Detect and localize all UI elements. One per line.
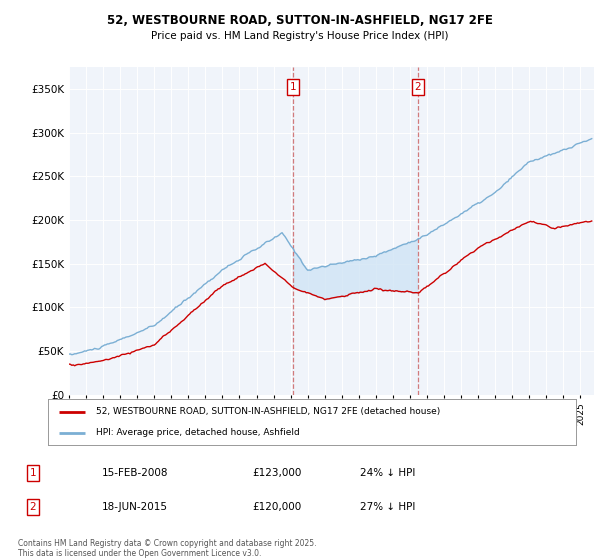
Text: £120,000: £120,000 (252, 502, 301, 512)
Text: 1: 1 (289, 82, 296, 92)
Text: Price paid vs. HM Land Registry's House Price Index (HPI): Price paid vs. HM Land Registry's House … (151, 31, 449, 41)
Text: Contains HM Land Registry data © Crown copyright and database right 2025.
This d: Contains HM Land Registry data © Crown c… (18, 539, 317, 558)
Text: 2: 2 (415, 82, 421, 92)
Text: 2: 2 (29, 502, 37, 512)
Text: 52, WESTBOURNE ROAD, SUTTON-IN-ASHFIELD, NG17 2FE: 52, WESTBOURNE ROAD, SUTTON-IN-ASHFIELD,… (107, 14, 493, 27)
Text: HPI: Average price, detached house, Ashfield: HPI: Average price, detached house, Ashf… (95, 428, 299, 437)
Text: 18-JUN-2015: 18-JUN-2015 (102, 502, 168, 512)
Text: 15-FEB-2008: 15-FEB-2008 (102, 468, 169, 478)
Text: £123,000: £123,000 (252, 468, 301, 478)
Text: 1: 1 (29, 468, 37, 478)
Text: 27% ↓ HPI: 27% ↓ HPI (360, 502, 415, 512)
Text: 52, WESTBOURNE ROAD, SUTTON-IN-ASHFIELD, NG17 2FE (detached house): 52, WESTBOURNE ROAD, SUTTON-IN-ASHFIELD,… (95, 407, 440, 416)
Text: 24% ↓ HPI: 24% ↓ HPI (360, 468, 415, 478)
